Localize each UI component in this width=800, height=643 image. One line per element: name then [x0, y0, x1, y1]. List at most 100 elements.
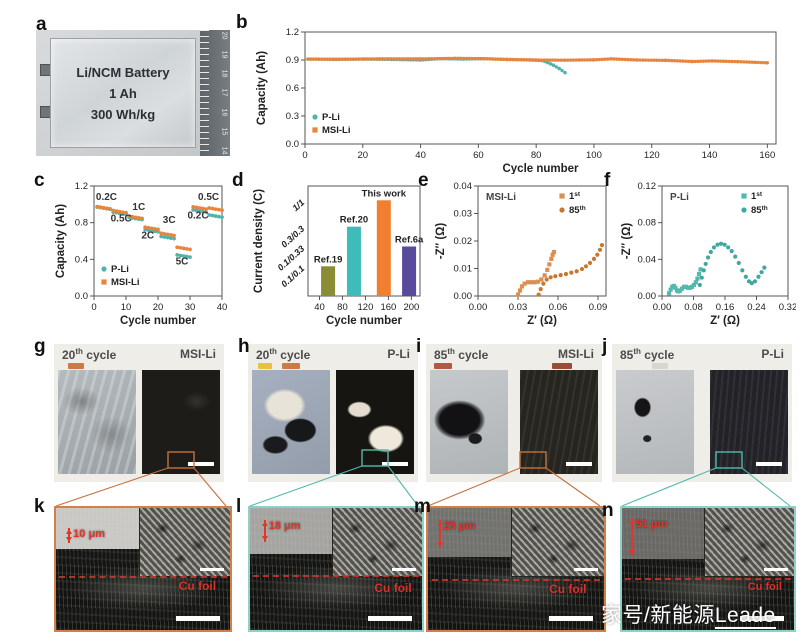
- svg-text:0.3/0.3: 0.3/0.3: [279, 224, 306, 250]
- svg-text:0.04: 0.04: [454, 181, 473, 192]
- svg-text:0.0: 0.0: [75, 291, 88, 302]
- ruler: 20 19 18 17 16 15 14: [200, 30, 230, 156]
- svg-text:120: 120: [358, 302, 374, 313]
- svg-text:0.5C: 0.5C: [198, 192, 219, 203]
- cu-foil-label: Cu foil: [747, 581, 782, 594]
- inset-scale-bar: [392, 568, 416, 572]
- cycle-label: 85th cycle: [434, 347, 489, 362]
- sem-panel-k: 10 μm Cu foil: [54, 506, 232, 632]
- chart-nyquist-msi-li: 0.00 0.03 0.06 0.09 0.00 0.01 0.02 0.03 0.04 Z′ (…: [432, 178, 614, 330]
- svg-text:P-Li: P-Li: [111, 264, 129, 275]
- panel-letter-k: k: [34, 496, 45, 517]
- lithium-foil-photo: [616, 370, 694, 474]
- sem-inset-closeup: [331, 508, 422, 578]
- svg-text:40: 40: [314, 302, 325, 313]
- svg-text:Z′ (Ω): Z′ (Ω): [527, 315, 557, 327]
- svg-text:160: 160: [759, 150, 775, 161]
- scale-bar: [175, 616, 220, 622]
- svg-text:Capacity (Ah): Capacity (Ah): [55, 204, 67, 278]
- svg-text:1st: 1st: [751, 191, 763, 202]
- svg-text:Ref.20: Ref.20: [340, 215, 369, 226]
- svg-text:40: 40: [415, 150, 426, 161]
- sem-panel-l: 18 μm Cu foil: [248, 506, 424, 632]
- svg-text:0.3: 0.3: [286, 111, 299, 122]
- svg-text:0.16: 0.16: [716, 302, 735, 313]
- cu-foil-line: [59, 576, 227, 579]
- panel-letter-h: h: [238, 336, 250, 357]
- electrode-photo: [142, 370, 220, 474]
- thickness-arrow: [261, 520, 268, 543]
- battery-label-capacity: 1 Ah: [109, 85, 137, 101]
- ruler-number: 18: [220, 69, 228, 78]
- svg-text:-Z″ (Ω): -Z″ (Ω): [621, 223, 633, 260]
- svg-text:0.8: 0.8: [75, 218, 88, 229]
- electrode-photo: [336, 370, 414, 474]
- svg-text:0.08: 0.08: [638, 218, 657, 229]
- svg-text:Cycle number: Cycle number: [326, 315, 403, 327]
- sem-inset-closeup: [138, 508, 230, 578]
- sample-label: P-Li: [761, 347, 784, 361]
- cu-foil-label: Cu foil: [178, 578, 217, 593]
- svg-text:60: 60: [473, 150, 484, 161]
- panel-letter-a: a: [36, 14, 47, 35]
- svg-text:1/1: 1/1: [290, 197, 306, 213]
- svg-text:0.01: 0.01: [454, 264, 473, 275]
- cu-foil-line: [253, 575, 419, 578]
- watermark-english: Leade: [714, 604, 776, 629]
- tape-tab: [434, 363, 452, 369]
- panel-letter-n: n: [602, 500, 614, 521]
- svg-text:0.5C: 0.5C: [111, 214, 132, 225]
- svg-text:85th: 85th: [751, 205, 768, 216]
- ruler-number: 15: [220, 127, 228, 136]
- sem-panel-m: 25 μm Cu foil: [426, 506, 606, 632]
- photo-panel-j: 85th cycle P-Li: [612, 344, 792, 482]
- sem-inset-closeup: [703, 508, 794, 578]
- photo-panel-g: 20th cycle MSI-Li: [54, 344, 224, 482]
- cu-foil-line: [431, 578, 601, 581]
- svg-text:200: 200: [403, 302, 419, 313]
- svg-text:This work: This work: [362, 188, 407, 199]
- scale-bar: [739, 616, 784, 622]
- svg-text:40: 40: [217, 302, 228, 313]
- svg-text:P-Li: P-Li: [322, 112, 340, 123]
- svg-text:0.04: 0.04: [638, 254, 657, 265]
- scale-bar: [188, 462, 214, 466]
- svg-text:1C: 1C: [132, 202, 145, 213]
- svg-text:30: 30: [185, 302, 196, 313]
- svg-text:0.00: 0.00: [653, 302, 672, 313]
- svg-text:120: 120: [644, 150, 660, 161]
- svg-text:1st: 1st: [569, 191, 581, 202]
- ruler-number: 20: [220, 31, 228, 40]
- svg-text:1.2: 1.2: [75, 181, 88, 192]
- svg-text:5C: 5C: [176, 256, 189, 267]
- svg-text:100: 100: [586, 150, 602, 161]
- svg-text:0.06: 0.06: [549, 302, 568, 313]
- battery-pouch-cell: Li/NCM Battery 1 Ah 300 Wh/kg: [50, 38, 196, 148]
- svg-text:Cycle number: Cycle number: [502, 163, 579, 174]
- panel-letter-b: b: [236, 12, 248, 33]
- panel-letter-g: g: [34, 336, 46, 357]
- ruler-number: 16: [220, 108, 228, 117]
- sample-label: MSI-Li: [558, 347, 594, 361]
- thickness-label: 51 μm: [635, 517, 668, 530]
- svg-text:0.12: 0.12: [638, 181, 657, 192]
- tape-tab: [552, 363, 572, 369]
- panel-letter-j: j: [602, 336, 608, 357]
- svg-text:Ref.6a: Ref.6a: [395, 235, 424, 246]
- svg-text:3C: 3C: [163, 215, 176, 226]
- svg-text:20: 20: [153, 302, 164, 313]
- svg-text:80: 80: [337, 302, 348, 313]
- sem-inset-closeup: [511, 508, 604, 578]
- tape-tab: [282, 363, 300, 369]
- svg-text:Current density (C): Current density (C): [253, 189, 265, 293]
- inset-scale-bar: [764, 568, 788, 572]
- svg-text:140: 140: [702, 150, 718, 161]
- chart-rate-capability: 0 10 20 30 40 0.0 0.4 0.8 1.2 Cycle number Capacit…: [52, 178, 230, 330]
- thickness-arrow: [66, 527, 73, 543]
- svg-text:0.03: 0.03: [509, 302, 528, 313]
- svg-text:-Z″ (Ω): -Z″ (Ω): [435, 223, 447, 260]
- svg-text:20: 20: [358, 150, 369, 161]
- svg-text:0.9: 0.9: [286, 55, 299, 66]
- panel-letter-c: c: [34, 170, 45, 191]
- battery-label-energy-density: 300 Wh/kg: [90, 106, 156, 122]
